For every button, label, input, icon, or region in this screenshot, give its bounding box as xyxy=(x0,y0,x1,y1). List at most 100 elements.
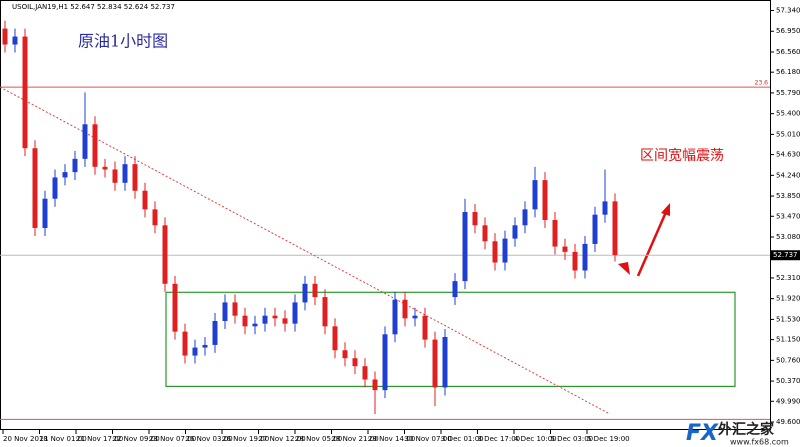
candle-body xyxy=(372,379,378,391)
x-tick-label: 23 Nov 07:00 xyxy=(149,435,196,443)
candle-body xyxy=(302,283,308,303)
annotation: 区间宽幅震荡 xyxy=(640,147,724,164)
candle-body xyxy=(102,166,108,170)
candle-body xyxy=(542,180,548,220)
candle-body xyxy=(492,241,498,263)
candle-body xyxy=(352,358,358,367)
x-tick-label: 5 Dec 03:00 xyxy=(551,435,594,443)
y-tick-label: 56.950 xyxy=(776,27,800,35)
candle-body xyxy=(452,281,458,298)
candle-body xyxy=(332,326,338,351)
y-tick-label: 49.990 xyxy=(776,397,800,405)
y-tick-label: 51.920 xyxy=(776,295,800,303)
y-tick-label: 50.760 xyxy=(776,356,800,364)
x-tick-label: 29 Nov 14:00 xyxy=(368,435,415,443)
y-tick-label: 53.080 xyxy=(776,233,800,241)
candle-body xyxy=(612,201,618,256)
y-tick-label: 55.790 xyxy=(776,89,800,97)
x-tick-label: 22 Nov 09:00 xyxy=(113,435,160,443)
watermark: FX 外汇之家 www.fx68.com xyxy=(686,421,789,447)
x-tick-label: 4 Dec 10:00 xyxy=(514,435,557,443)
candle-body xyxy=(2,28,8,45)
logo-text: 外汇之家 xyxy=(718,421,775,438)
candle-body xyxy=(92,124,98,167)
candle-body xyxy=(562,246,568,252)
candle-body xyxy=(22,36,28,149)
candle-body xyxy=(582,243,588,271)
candle-body xyxy=(392,299,398,335)
x-tick-label: 28 Nov 05:00 xyxy=(295,435,342,443)
y-tick-label: 54.630 xyxy=(776,151,800,159)
candle-body xyxy=(402,299,408,319)
candle-body xyxy=(72,158,78,173)
candle-body xyxy=(442,336,448,388)
candle-body xyxy=(602,201,608,215)
candle-body xyxy=(182,331,188,356)
candle-body xyxy=(262,315,268,324)
candle-body xyxy=(482,225,488,242)
candle-body xyxy=(412,315,418,319)
trendline xyxy=(0,86,611,415)
candle-body xyxy=(132,164,138,191)
y-tick-label: 54.240 xyxy=(776,171,800,179)
current-price-label: 52.737 xyxy=(773,251,798,259)
candle-body xyxy=(42,198,48,228)
candle-body xyxy=(172,283,178,332)
chart-title: USOIL,JAN19,H1 52.647 52.834 52.624 52.7… xyxy=(12,3,175,11)
candle-body xyxy=(462,212,468,282)
candle-body xyxy=(82,124,88,159)
candle-body xyxy=(282,318,288,324)
candle-body xyxy=(192,347,198,356)
candle-body xyxy=(212,321,218,345)
logo-fx: FX xyxy=(686,421,719,446)
annotation: 原油1小时图 xyxy=(78,32,168,51)
y-tick-label: 55.400 xyxy=(776,110,800,118)
y-tick-label: 52.310 xyxy=(776,274,800,282)
y-tick-label: 53.850 xyxy=(776,192,800,200)
range-box xyxy=(165,291,736,388)
candle-body xyxy=(292,302,298,324)
y-tick-label: 57.340 xyxy=(776,7,800,15)
candle-body xyxy=(122,164,128,183)
candle-body xyxy=(62,172,68,178)
x-tick-label: 3 Dec 17:00 xyxy=(478,435,521,443)
x-tick-label: 21 Nov 01:00 xyxy=(40,435,87,443)
y-tick-label: 55.010 xyxy=(776,130,800,138)
candle-body xyxy=(112,169,118,183)
candle-body xyxy=(242,315,248,327)
candle-body xyxy=(222,302,228,322)
candle-body xyxy=(472,212,478,226)
plot-frame xyxy=(0,0,771,430)
x-tick-label: 5 Dec 19:00 xyxy=(587,435,630,443)
fib-label: 23.6 xyxy=(755,80,769,87)
x-tick-label: 21 Nov 17:00 xyxy=(76,435,123,443)
x-tick-label: 26 Nov 03:00 xyxy=(186,435,233,443)
y-tick-label: 56.180 xyxy=(776,68,800,76)
candle-body xyxy=(12,36,18,45)
candle-body xyxy=(532,180,538,210)
current-price-tag xyxy=(770,250,800,261)
candle-body xyxy=(202,344,208,348)
candle-body xyxy=(432,339,438,388)
y-tick-label: 49.600 xyxy=(776,418,800,426)
x-tick-label: 30 Nov 07:00 xyxy=(405,435,452,443)
x-tick-label: 27 Nov 12:00 xyxy=(259,435,306,443)
y-tick-label: 56.560 xyxy=(776,48,800,56)
y-tick-label: 50.370 xyxy=(776,377,800,385)
candle-body xyxy=(252,323,258,327)
y-tick-label: 51.530 xyxy=(776,315,800,323)
candle-body xyxy=(512,225,518,239)
candle-body xyxy=(272,315,278,319)
x-tick-label: 26 Nov 19:00 xyxy=(222,435,269,443)
candle-body xyxy=(592,214,598,244)
candle-body xyxy=(52,177,58,199)
candle-body xyxy=(552,219,558,247)
x-tick-label: 3 Dec 01:00 xyxy=(441,435,484,443)
candle-body xyxy=(152,209,158,226)
candle-body xyxy=(322,297,328,327)
candle-body xyxy=(572,251,578,271)
x-tick-label: 20 Nov 2018 xyxy=(3,435,48,443)
y-tick-label: 53.470 xyxy=(776,212,800,220)
